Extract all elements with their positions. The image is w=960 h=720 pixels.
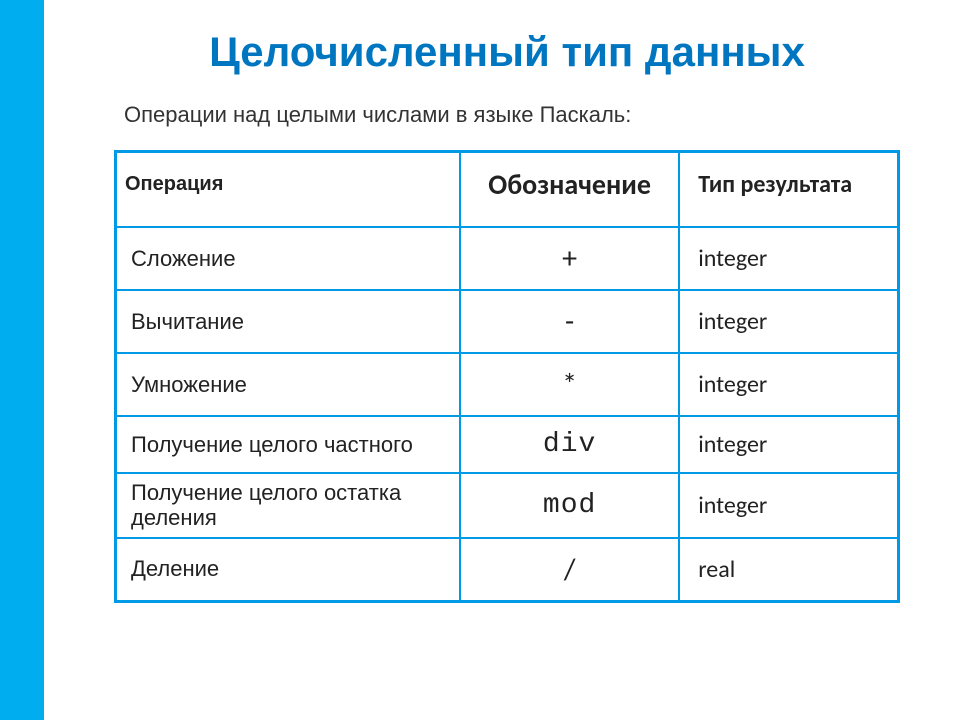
page-title: Целочисленный тип данных [114,28,900,76]
table-row: Умножение*integer [116,353,899,416]
cell-operation: Умножение [116,353,461,416]
table-row: Вычитание-integer [116,290,899,353]
cell-symbol: - [460,290,679,353]
slide-content: Целочисленный тип данных Операции над це… [44,0,960,720]
page-subtitle: Операции над целыми числами в языке Паск… [124,102,900,128]
cell-result: integer [679,290,898,353]
cell-result: integer [679,227,898,290]
cell-operation: Получение целого частного [116,416,461,473]
table-row: Сложение+integer [116,227,899,290]
table-header-row: Операция Обозначение Тип результата [116,152,899,228]
cell-operation: Вычитание [116,290,461,353]
cell-symbol: mod [460,473,679,538]
cell-symbol: div [460,416,679,473]
table-row: Деление/real [116,538,899,602]
cell-symbol: / [460,538,679,602]
header-result: Тип результата [679,152,898,228]
table-row: Получение целого остатка деленияmodinteg… [116,473,899,538]
operations-table: Операция Обозначение Тип результата Слож… [114,150,900,603]
header-symbol: Обозначение [460,152,679,228]
cell-operation: Получение целого остатка деления [116,473,461,538]
table-row: Получение целого частногоdivinteger [116,416,899,473]
accent-stripe [0,0,44,720]
cell-symbol: * [460,353,679,416]
cell-result: integer [679,416,898,473]
table-body: Сложение+integerВычитание-integerУмножен… [116,227,899,601]
cell-result: integer [679,353,898,416]
cell-operation: Деление [116,538,461,602]
cell-operation: Сложение [116,227,461,290]
cell-result: integer [679,473,898,538]
cell-symbol: + [460,227,679,290]
header-operation: Операция [116,152,461,228]
cell-result: real [679,538,898,602]
